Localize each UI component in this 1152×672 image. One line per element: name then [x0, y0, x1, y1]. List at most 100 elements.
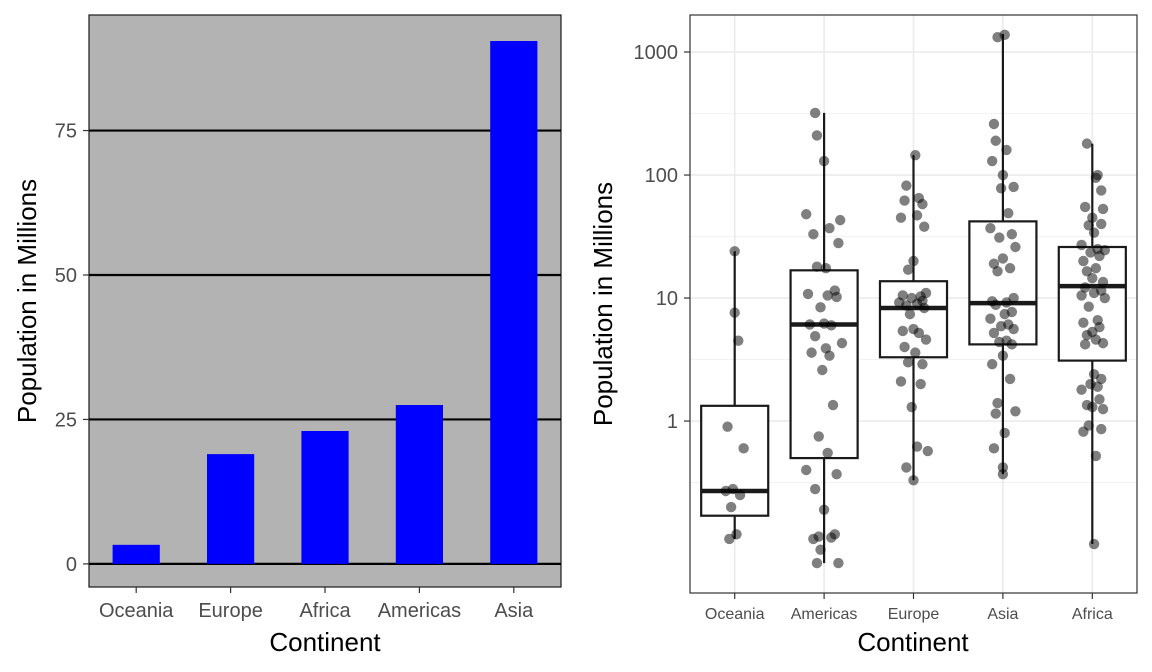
bar-y-tick-label: 25: [55, 409, 77, 431]
box-point-asia: [992, 266, 1003, 277]
box-point-europe: [919, 221, 930, 232]
box-point-americas: [834, 214, 846, 226]
box-point-americas: [811, 261, 823, 272]
box-point-europe: [902, 357, 914, 368]
box-point-africa: [1079, 282, 1091, 293]
box-point-europe: [922, 445, 934, 457]
box-point-asia: [1004, 373, 1016, 385]
box-point-asia: [988, 327, 1000, 339]
box-point-africa: [1088, 538, 1100, 550]
box-point-europe: [904, 308, 916, 320]
bar-x-tick-label: Oceania: [99, 600, 174, 622]
box-point-asia: [1006, 229, 1018, 240]
box-point-africa: [1088, 227, 1100, 238]
box-point-oceania: [725, 501, 737, 513]
box-point-americas: [808, 229, 819, 240]
box-point-asia: [990, 299, 1001, 311]
box-point-americas: [809, 107, 821, 119]
box-x-axis-title: Continent: [857, 627, 969, 657]
box-point-americas: [808, 533, 819, 545]
box-x-ticks: Oceania Americas Europe Asia Africa: [705, 593, 1113, 623]
box-point-asia: [985, 313, 996, 324]
bar-y-ticks: 0 25 50 75: [55, 121, 89, 576]
box-point-asia: [1004, 262, 1016, 274]
box-point-africa: [1090, 450, 1102, 462]
box-point-africa: [1096, 423, 1107, 435]
box-point-africa: [1094, 250, 1105, 262]
box-y-tick-label: 10: [656, 288, 678, 310]
box-x-tick-label: Europe: [888, 606, 940, 623]
box-point-asia: [997, 468, 1009, 480]
box-point-asia: [1003, 207, 1014, 219]
box-y-tick-label: 1000: [634, 42, 679, 64]
box-point-americas: [817, 364, 828, 376]
box-point-americas: [824, 350, 835, 361]
box-point-oceania: [724, 533, 735, 545]
bar-oceania: [112, 544, 160, 564]
box-point-americas: [802, 288, 814, 300]
box-point-europe: [899, 195, 910, 206]
box-point-europe: [911, 441, 923, 452]
box-x-tick-label: Africa: [1072, 606, 1113, 623]
box-point-europe: [895, 376, 907, 387]
box-point-africa: [1097, 403, 1109, 415]
box-point-americas: [826, 320, 837, 331]
box-point-africa: [1090, 172, 1102, 183]
box-point-oceania: [722, 421, 733, 432]
box-point-americas: [801, 464, 812, 476]
box-point-africa: [1096, 185, 1107, 196]
box-point-asia: [1006, 339, 1018, 350]
bar-x-tick-label: Americas: [378, 600, 461, 622]
box-point-asia: [997, 350, 1009, 361]
box-point-asia: [986, 155, 998, 167]
box-point-asia: [997, 169, 1009, 181]
box-point-americas: [836, 337, 848, 349]
box-point-americas: [826, 532, 837, 543]
box-y-tick-label: 100: [645, 165, 678, 187]
box-point-africa: [1078, 426, 1089, 437]
box-point-africa: [1079, 201, 1091, 213]
box-point-asia: [988, 443, 1000, 454]
bar-x-tick-label: Europe: [198, 600, 263, 622]
box-point-asia: [1010, 241, 1021, 253]
box-point-asia: [997, 253, 1009, 264]
box-point-oceania: [733, 335, 744, 346]
box-point-europe: [901, 300, 912, 311]
box-point-africa: [1090, 262, 1102, 274]
box-point-americas: [815, 544, 826, 555]
box-x-tick-label: Oceania: [705, 606, 765, 623]
box-point-americas: [809, 483, 821, 495]
box-point-africa: [1081, 329, 1093, 341]
box-point-europe: [910, 149, 921, 161]
box-point-americas: [801, 209, 812, 220]
box-y-tick-label: 1: [667, 411, 678, 433]
box-point-asia: [990, 135, 1001, 146]
box-point-americas: [833, 557, 844, 569]
bar-marks: [112, 41, 538, 564]
bar-americas: [395, 405, 443, 564]
box-point-africa: [1087, 272, 1098, 284]
box-point-europe: [901, 180, 912, 191]
box-point-africa: [1097, 337, 1109, 349]
box-point-americas: [818, 504, 830, 515]
box-point-oceania: [720, 485, 731, 497]
box-y-ticks: 1 10 100 1000: [634, 42, 690, 433]
box-point-europe: [915, 378, 926, 390]
box-point-africa: [1079, 339, 1091, 350]
bar-x-axis-title: Continent: [269, 627, 381, 657]
box-point-europe: [908, 475, 919, 486]
box-point-americas: [813, 431, 824, 442]
bar-y-tick-label: 0: [66, 554, 77, 576]
box-point-asia: [1008, 323, 1019, 335]
box-point-americas: [833, 237, 844, 249]
box-oceania: [700, 251, 770, 539]
box-point-americas: [822, 290, 833, 301]
box-point-africa: [1088, 287, 1100, 299]
box-point-asia: [992, 397, 1003, 409]
box-point-africa: [1076, 290, 1087, 301]
bar-y-tick-label: 75: [55, 121, 77, 143]
box-point-africa: [1076, 239, 1087, 251]
bar-x-tick-label: Asia: [494, 600, 534, 622]
box-iqr-rect: [878, 280, 949, 359]
